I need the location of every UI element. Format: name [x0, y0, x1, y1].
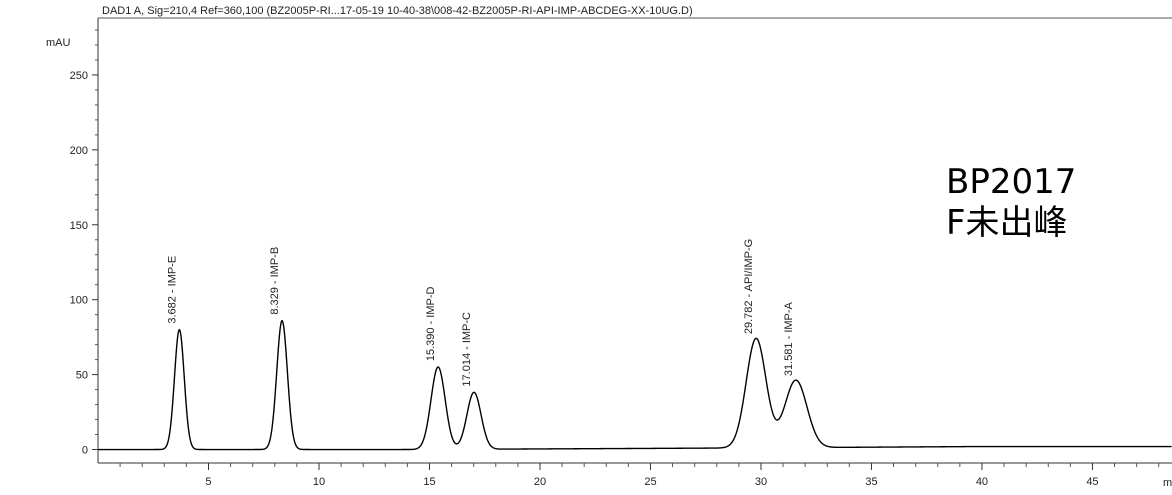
- y-axis-label: mAU: [46, 37, 71, 49]
- annotation-line-2: F未出峰: [946, 203, 1068, 243]
- signal-trace: [98, 320, 1172, 451]
- x-tick-label: 40: [976, 476, 988, 488]
- x-tick-label: 25: [644, 476, 656, 488]
- x-tick-label: 10: [313, 476, 325, 488]
- y-tick-label: 100: [70, 295, 88, 307]
- peak-label: 8.329 - IMP-B: [269, 247, 281, 315]
- y-tick-label: 50: [76, 370, 88, 382]
- y-tick-label: 200: [70, 145, 88, 157]
- x-tick-label: 15: [423, 476, 435, 488]
- peak-label: 15.390 - IMP-D: [425, 286, 437, 361]
- peak-label: 31.581 - IMP-A: [783, 301, 795, 376]
- peak-label: 29.782 - API/IMP-G: [743, 239, 755, 334]
- x-tick-label: 45: [1086, 476, 1098, 488]
- peak-labels: 3.682 - IMP-E 8.329 - IMP-B 15.390 - IMP-D…: [166, 239, 795, 387]
- peak-label: 3.682 - IMP-E: [166, 256, 178, 324]
- axes: [97, 17, 1172, 464]
- x-tick-label: 20: [534, 476, 546, 488]
- x-tick-label: 5: [205, 476, 211, 488]
- chart-title: DAD1 A, Sig=210,4 Ref=360,100 (BZ2005P-R…: [102, 5, 693, 17]
- y-tick-label: 150: [70, 220, 88, 232]
- annotation-line-1: BP2017: [946, 162, 1077, 202]
- ticks: 0 50 100 150 200 250 5 10 15 20 25 30 35 40 45: [70, 29, 1160, 488]
- y-tick-label: 250: [70, 70, 88, 82]
- peak-label: 17.014 - IMP-C: [461, 312, 473, 387]
- y-tick-label: 0: [82, 445, 88, 457]
- chromatogram-line: [98, 320, 1172, 451]
- x-tick-label: 35: [865, 476, 877, 488]
- x-axis-label: m: [1163, 477, 1172, 489]
- x-tick-label: 30: [755, 476, 767, 488]
